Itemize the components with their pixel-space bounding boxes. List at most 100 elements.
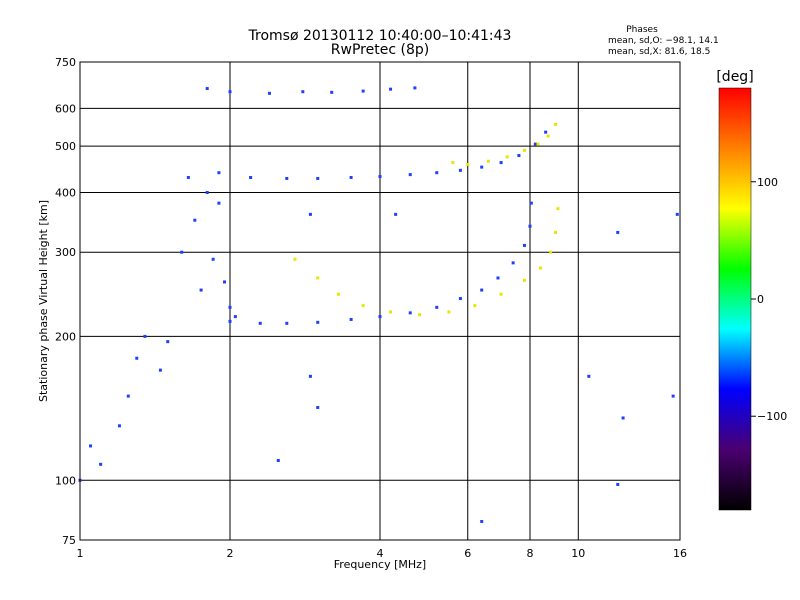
- echo-point: [285, 321, 289, 325]
- echo-point: [466, 162, 470, 166]
- echo-point: [308, 212, 312, 216]
- echo-point: [276, 458, 280, 462]
- echo-point: [217, 201, 221, 205]
- echo-point: [228, 305, 232, 309]
- echo-point: [228, 319, 232, 323]
- echo-point: [408, 311, 412, 315]
- echo-point: [193, 218, 197, 222]
- echo-point: [480, 519, 484, 523]
- echo-point: [308, 374, 312, 378]
- echo-point: [528, 224, 532, 228]
- echo-point: [378, 175, 382, 179]
- x-tick-label: 6: [464, 547, 471, 560]
- grid-lines: [80, 62, 680, 540]
- echo-point: [458, 168, 462, 172]
- echo-point: [89, 444, 93, 448]
- colorbar-ticks: 100 0 −100: [751, 176, 787, 423]
- colorbar-label: [deg]: [716, 69, 753, 85]
- plot-frame: [79, 61, 681, 541]
- echo-point: [480, 165, 484, 169]
- echo-point: [316, 405, 320, 409]
- echo-point: [556, 207, 560, 211]
- echo-point: [316, 276, 320, 280]
- colorbar-tick-label: 0: [757, 293, 764, 306]
- echo-point: [117, 424, 121, 428]
- x-tick-label: 8: [527, 547, 534, 560]
- echo-point: [285, 176, 289, 180]
- echo-point: [349, 317, 353, 321]
- echo-point: [529, 201, 533, 205]
- echo-point: [408, 173, 412, 177]
- echo-point: [435, 305, 439, 309]
- y-tick-label: 500: [55, 140, 76, 153]
- echo-point: [480, 288, 484, 292]
- echo-point: [671, 394, 675, 398]
- echo-point: [330, 90, 334, 94]
- echo-point: [205, 190, 209, 194]
- x-tick-label: 4: [377, 547, 384, 560]
- echo-point: [533, 142, 537, 146]
- x-tick-label: 10: [571, 547, 585, 560]
- echo-point: [361, 89, 365, 93]
- echo-point: [199, 288, 203, 292]
- y-axis-label: Stationary phase Virtual Height [km]: [37, 200, 50, 402]
- x-axis-label: Frequency [MHz]: [334, 558, 426, 571]
- echo-point: [546, 134, 550, 138]
- echo-point: [616, 230, 620, 234]
- echo-point: [523, 278, 527, 282]
- echo-point: [451, 161, 455, 165]
- echo-point: [228, 90, 232, 94]
- y-tick-label: 300: [55, 246, 76, 259]
- echo-point: [505, 155, 509, 159]
- echo-point: [523, 243, 527, 247]
- y-tick-label: 75: [62, 534, 76, 547]
- echo-point: [473, 304, 477, 308]
- y-tick-label: 100: [55, 474, 76, 487]
- echo-point: [499, 292, 503, 296]
- echo-point: [361, 304, 365, 308]
- echo-point: [223, 280, 227, 284]
- echo-point: [180, 250, 184, 254]
- echo-point: [616, 482, 620, 486]
- colorbar-tick-label: 100: [757, 176, 778, 189]
- echo-point: [316, 320, 320, 324]
- echo-point: [293, 257, 297, 261]
- colorbar: [718, 87, 752, 511]
- echo-point: [389, 310, 393, 314]
- echo-point: [211, 257, 215, 261]
- echo-point: [99, 462, 103, 466]
- echo-point: [378, 315, 382, 319]
- y-tick-label: 400: [55, 186, 76, 199]
- echo-point: [539, 266, 543, 270]
- echo-point: [158, 368, 162, 372]
- echo-point: [511, 261, 515, 265]
- echo-point: [544, 130, 548, 134]
- echo-point: [249, 175, 253, 179]
- echo-point: [621, 416, 625, 420]
- y-axis-ticks: 75 100 200 300 400 500 600 750: [55, 56, 76, 547]
- echo-point: [166, 340, 170, 344]
- x-tick-label: 2: [227, 547, 234, 560]
- y-tick-label: 200: [55, 330, 76, 343]
- y-tick-label: 750: [55, 56, 76, 69]
- echo-point: [205, 87, 209, 91]
- x-tick-label: 1: [77, 547, 84, 560]
- stats-heading: Phases: [626, 25, 658, 35]
- stats-line-x: mean, sd,X: 81.6, 18.5: [608, 47, 710, 57]
- y-tick-label: 600: [55, 102, 76, 115]
- colorbar-tick-label: −100: [757, 410, 787, 423]
- echo-point: [536, 142, 540, 146]
- echo-point: [349, 175, 353, 179]
- echo-point: [186, 175, 190, 179]
- stats-line-o: mean, sd,O: −98.1, 14.1: [608, 36, 719, 46]
- echo-point: [267, 91, 271, 95]
- echo-point: [413, 86, 417, 90]
- x-axis-ticks: 1 2 4 6 8 10 16: [77, 547, 688, 560]
- echo-point: [486, 159, 490, 163]
- echo-point: [233, 315, 237, 319]
- echo-point: [301, 90, 305, 94]
- echo-point: [523, 148, 527, 152]
- data-points: [78, 86, 679, 523]
- echo-point: [675, 212, 679, 216]
